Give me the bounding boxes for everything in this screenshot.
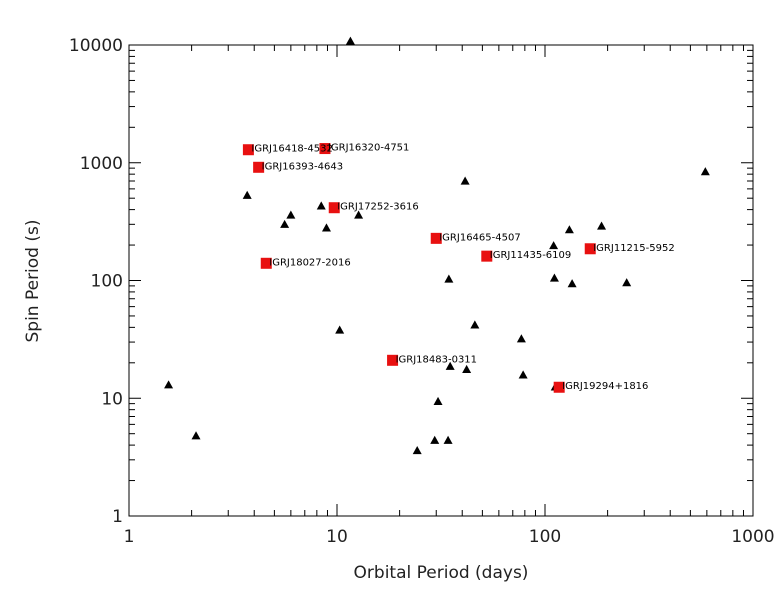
known-source-point — [430, 436, 439, 444]
source-label: IGRJ19294+1816 — [562, 381, 648, 392]
known-source-point — [444, 274, 453, 282]
y-tick-label: 1 — [112, 507, 123, 527]
source-label: IGRJ16393-4643 — [262, 161, 343, 172]
known-source-point — [597, 222, 606, 230]
known-source-point — [549, 241, 558, 249]
x-tick-label: 1000 — [731, 527, 774, 547]
x-tick-label: 100 — [529, 527, 561, 547]
source-label: IGRJ17252-3616 — [337, 202, 418, 213]
source-label: IGRJ16418-4532 — [251, 144, 332, 155]
source-label: IGRJ18483-0311 — [396, 354, 477, 365]
known-source-point — [519, 370, 528, 378]
known-source-point — [243, 191, 252, 199]
known-source-point — [192, 431, 201, 439]
source-label: IGRJ16465-4507 — [439, 232, 520, 243]
known-source-point — [565, 225, 574, 233]
source-label: IGRJ11215-5952 — [593, 243, 674, 254]
known-source-point — [322, 223, 331, 231]
known-source-point — [413, 446, 422, 454]
known-source-point — [164, 380, 173, 388]
known-source-point — [701, 167, 710, 175]
known-source-point — [550, 274, 559, 282]
known-source-point — [286, 210, 295, 218]
known-source-point — [470, 320, 479, 328]
known-source-point — [317, 201, 326, 209]
source-label: IGRJ11435-6109 — [490, 250, 571, 261]
y-tick-label: 1000 — [80, 154, 123, 174]
known-source-point — [622, 278, 631, 286]
known-source-point — [335, 325, 344, 333]
x-tick-label: 10 — [326, 527, 348, 547]
y-axis-title: Spin Period (s) — [23, 219, 43, 342]
known-source-point — [434, 397, 443, 405]
known-source-point — [462, 365, 471, 373]
plot-frame — [129, 45, 753, 516]
known-source-point — [461, 176, 470, 184]
known-source-point — [444, 436, 453, 444]
known-source-point — [346, 37, 355, 45]
known-source-point — [280, 220, 289, 228]
source-label: IGRJ18027-2016 — [269, 257, 350, 268]
y-tick-label: 10000 — [69, 36, 123, 56]
known-source-point — [517, 334, 526, 342]
y-tick-label: 100 — [91, 272, 123, 292]
axes: 1 10 100 1000 1 10 100 1000 10000 — [69, 36, 775, 547]
x-axis-title: Orbital Period (days) — [354, 563, 529, 583]
y-tick-label: 10 — [101, 389, 123, 409]
source-label: IGRJ16320-4751 — [328, 143, 409, 154]
x-tick-label: 1 — [124, 527, 135, 547]
known-source-point — [568, 279, 577, 287]
